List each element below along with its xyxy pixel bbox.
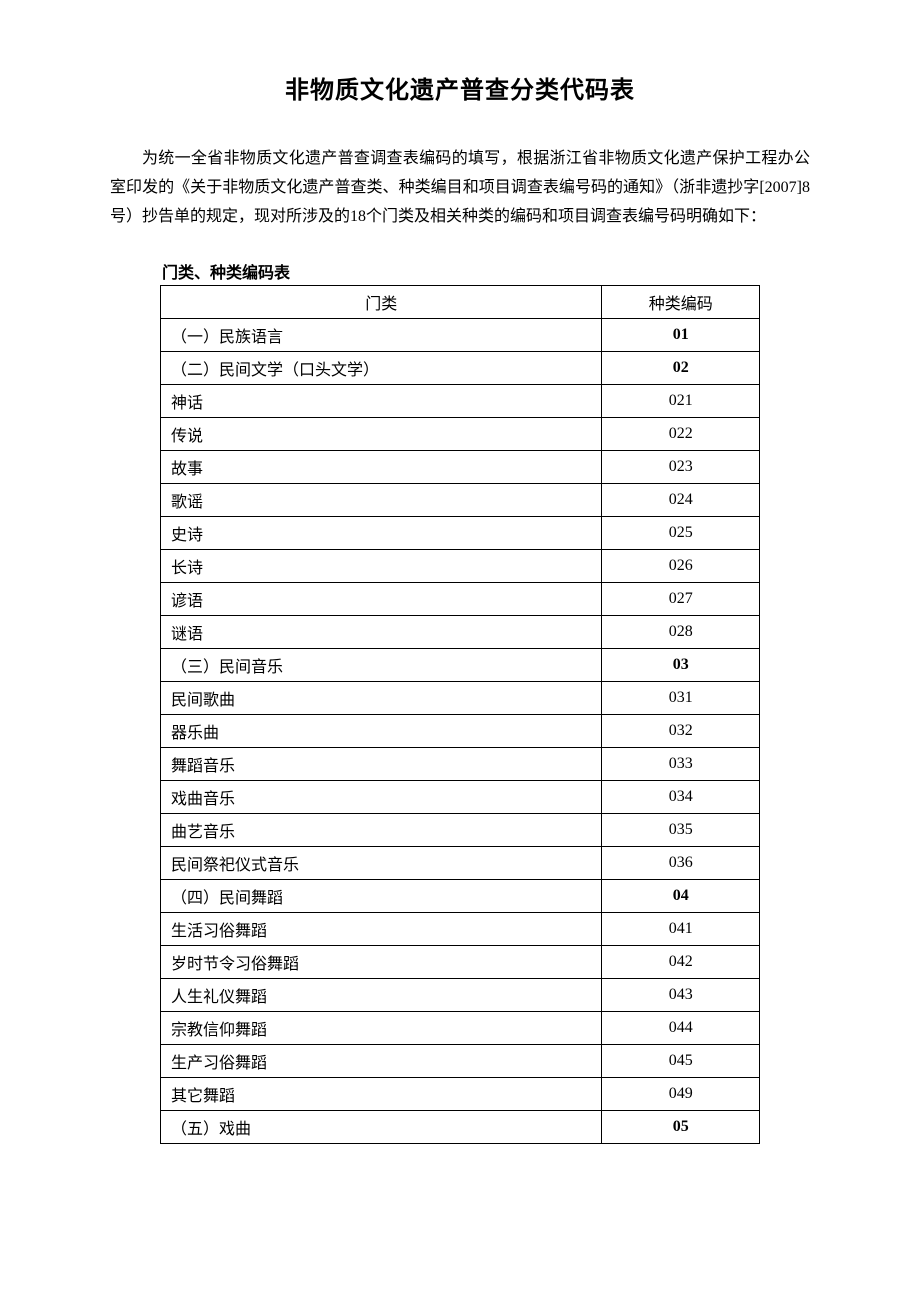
column-header-code: 种类编码: [602, 286, 760, 319]
row-code: 045: [602, 1045, 760, 1078]
row-name: 器乐曲: [161, 715, 602, 748]
row-name: 神话: [161, 385, 602, 418]
table-row: 长诗026: [161, 550, 760, 583]
table-row: 戏曲音乐034: [161, 781, 760, 814]
row-name: 其它舞蹈: [161, 1078, 602, 1111]
row-code: 01: [602, 319, 760, 352]
row-name: 宗教信仰舞蹈: [161, 1012, 602, 1045]
row-name: 生活习俗舞蹈: [161, 913, 602, 946]
row-name: 民间祭祀仪式音乐: [161, 847, 602, 880]
row-code: 031: [602, 682, 760, 715]
row-code: 024: [602, 484, 760, 517]
table-row: 生活习俗舞蹈041: [161, 913, 760, 946]
row-name: 戏曲音乐: [161, 781, 602, 814]
row-name: （五）戏曲: [161, 1111, 602, 1144]
row-code: 043: [602, 979, 760, 1012]
code-table: 门类 种类编码 （一）民族语言01（二）民间文学（口头文学）02神话021传说0…: [160, 285, 760, 1144]
row-name: 谜语: [161, 616, 602, 649]
table-row: （三）民间音乐03: [161, 649, 760, 682]
row-name: 谚语: [161, 583, 602, 616]
row-code: 028: [602, 616, 760, 649]
row-name: 岁时节令习俗舞蹈: [161, 946, 602, 979]
table-row: 传说022: [161, 418, 760, 451]
row-code: 032: [602, 715, 760, 748]
document-intro: 为统一全省非物质文化遗产普查调查表编码的填写，根据浙江省非物质文化遗产保护工程办…: [110, 145, 810, 231]
row-name: 曲艺音乐: [161, 814, 602, 847]
row-code: 035: [602, 814, 760, 847]
table-row: 曲艺音乐035: [161, 814, 760, 847]
table-row: 歌谣024: [161, 484, 760, 517]
row-code: 033: [602, 748, 760, 781]
row-name: 民间歌曲: [161, 682, 602, 715]
row-code: 022: [602, 418, 760, 451]
row-code: 02: [602, 352, 760, 385]
table-row: 舞蹈音乐033: [161, 748, 760, 781]
row-code: 036: [602, 847, 760, 880]
row-code: 044: [602, 1012, 760, 1045]
table-row: 岁时节令习俗舞蹈042: [161, 946, 760, 979]
row-code: 021: [602, 385, 760, 418]
table-row: 谚语027: [161, 583, 760, 616]
row-code: 03: [602, 649, 760, 682]
row-name: 长诗: [161, 550, 602, 583]
row-name: （二）民间文学（口头文学）: [161, 352, 602, 385]
table-row: （二）民间文学（口头文学）02: [161, 352, 760, 385]
table-row: 谜语028: [161, 616, 760, 649]
row-name: 人生礼仪舞蹈: [161, 979, 602, 1012]
row-name: 史诗: [161, 517, 602, 550]
table-row: （一）民族语言01: [161, 319, 760, 352]
table-row: 民间祭祀仪式音乐036: [161, 847, 760, 880]
row-name: 歌谣: [161, 484, 602, 517]
table-wrapper: 门类 种类编码 （一）民族语言01（二）民间文学（口头文学）02神话021传说0…: [110, 285, 810, 1144]
table-row: 故事023: [161, 451, 760, 484]
row-name: （一）民族语言: [161, 319, 602, 352]
row-name: （三）民间音乐: [161, 649, 602, 682]
row-code: 049: [602, 1078, 760, 1111]
table-row: （五）戏曲05: [161, 1111, 760, 1144]
row-code: 041: [602, 913, 760, 946]
row-code: 04: [602, 880, 760, 913]
row-code: 042: [602, 946, 760, 979]
table-row: 史诗025: [161, 517, 760, 550]
table-row: 人生礼仪舞蹈043: [161, 979, 760, 1012]
table-subtitle: 门类、种类编码表: [110, 259, 810, 283]
table-row: 民间歌曲031: [161, 682, 760, 715]
column-header-category: 门类: [161, 286, 602, 319]
table-row: 器乐曲032: [161, 715, 760, 748]
row-code: 05: [602, 1111, 760, 1144]
row-code: 025: [602, 517, 760, 550]
row-code: 023: [602, 451, 760, 484]
row-name: 生产习俗舞蹈: [161, 1045, 602, 1078]
row-name: 传说: [161, 418, 602, 451]
table-row: 其它舞蹈049: [161, 1078, 760, 1111]
document-title: 非物质文化遗产普查分类代码表: [110, 70, 810, 105]
table-row: 宗教信仰舞蹈044: [161, 1012, 760, 1045]
row-code: 026: [602, 550, 760, 583]
row-name: 故事: [161, 451, 602, 484]
table-row: 生产习俗舞蹈045: [161, 1045, 760, 1078]
row-name: 舞蹈音乐: [161, 748, 602, 781]
table-header-row: 门类 种类编码: [161, 286, 760, 319]
row-code: 034: [602, 781, 760, 814]
table-row: （四）民间舞蹈04: [161, 880, 760, 913]
table-row: 神话021: [161, 385, 760, 418]
row-code: 027: [602, 583, 760, 616]
row-name: （四）民间舞蹈: [161, 880, 602, 913]
